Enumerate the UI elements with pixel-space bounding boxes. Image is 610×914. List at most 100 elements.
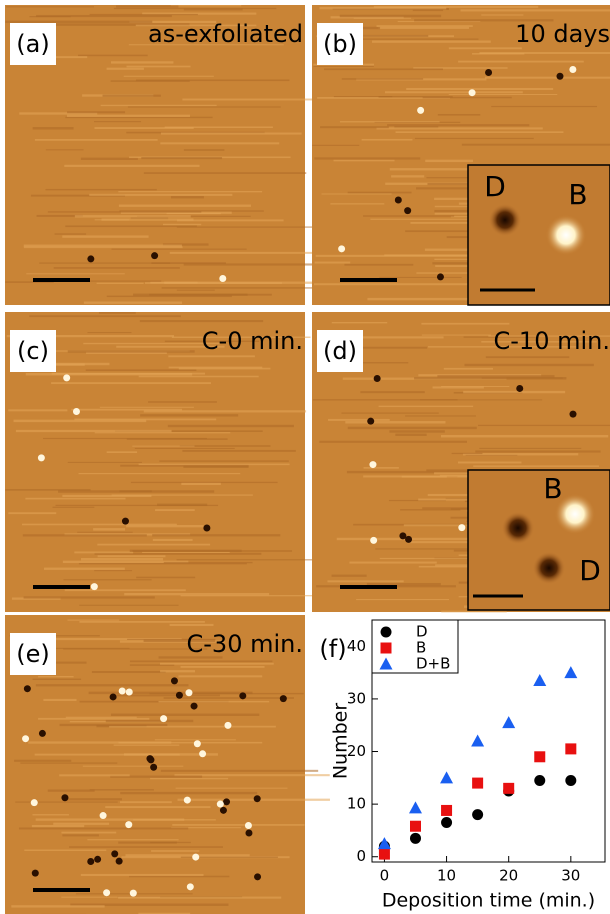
stm-streak [126, 438, 228, 440]
stm-streak [126, 65, 191, 68]
marker [534, 751, 546, 763]
stm-streak [82, 765, 184, 767]
x-tick-label: 30 [561, 867, 580, 885]
stm-streak [180, 595, 330, 597]
stm-streak [138, 912, 191, 914]
stm-streak [384, 254, 522, 256]
stm-streak [67, 350, 195, 353]
stm-streak [93, 121, 142, 123]
stm-streak [478, 424, 610, 427]
marker [472, 809, 484, 821]
stm-streak [118, 841, 177, 844]
stm-streak [356, 598, 450, 601]
marker [565, 743, 577, 755]
stm-streak [160, 142, 280, 145]
stm-streak [40, 647, 130, 649]
defect-bright [223, 798, 231, 806]
marker [503, 782, 515, 794]
stm-streak [125, 854, 250, 857]
defect-bright [279, 695, 287, 703]
marker [409, 820, 421, 832]
panel-label: (f) [319, 635, 346, 663]
stm-streak [32, 814, 69, 816]
defect-dark [109, 693, 117, 701]
stm-streak [463, 336, 536, 338]
stm-streak [115, 430, 263, 432]
stm-streak [128, 44, 284, 46]
x-tick-label: 20 [499, 867, 518, 885]
stm-streak [38, 717, 150, 720]
stm-streak [376, 25, 473, 27]
stm-streak [169, 623, 214, 627]
stm-streak [391, 175, 425, 178]
stm-streak [5, 489, 91, 491]
stm-streak [461, 143, 610, 146]
stm-streak [34, 139, 158, 141]
defect-dark [405, 535, 413, 543]
stm-streak [126, 525, 204, 528]
stm-streak [379, 557, 532, 560]
stm-streak [99, 406, 194, 408]
stm-streak [134, 447, 235, 449]
stm-streak [414, 19, 554, 22]
stm-streak [331, 322, 388, 324]
stm-streak [34, 753, 180, 756]
stm-streak [163, 697, 294, 699]
stm-streak [67, 798, 122, 801]
marker [409, 832, 421, 844]
stm-streak [79, 700, 229, 703]
defect-dark [239, 692, 247, 700]
stm-streak [395, 433, 427, 436]
defect-dark [23, 685, 31, 693]
stm-streak [62, 834, 99, 837]
stm-streak [403, 524, 475, 527]
panel-label: (d) [323, 337, 357, 365]
stm-streak [79, 621, 205, 623]
stm-streak [435, 265, 483, 268]
stm-streak [141, 157, 223, 160]
stm-streak [47, 211, 202, 213]
stm-streak [31, 825, 85, 828]
stm-streak [168, 355, 255, 358]
stm-streak [67, 619, 120, 621]
defect-bright [203, 524, 211, 532]
stm-streak [412, 9, 444, 12]
stm-streak [129, 875, 230, 878]
defect-dark [125, 688, 133, 696]
panel-caption: 10 days [515, 20, 610, 48]
marker [534, 774, 546, 786]
stm-streak [432, 386, 484, 389]
y-tick-label: 0 [356, 847, 366, 865]
stm-streak [45, 149, 84, 151]
stm-streak [395, 131, 564, 134]
panel-caption: as-exfoliated [148, 20, 303, 48]
defect-bright [404, 207, 412, 215]
defect-bright [185, 689, 193, 697]
stm-streak [15, 801, 118, 803]
stm-streak [63, 579, 152, 581]
stm-streak [36, 214, 83, 217]
stm-streak [176, 219, 284, 222]
stm-streak [413, 67, 508, 69]
stm-streak [143, 410, 307, 413]
stm-streak [176, 559, 328, 561]
stm-streak [162, 243, 209, 246]
x-tick-label: 10 [437, 867, 456, 885]
defect-dark [370, 536, 378, 544]
stm-streak [24, 849, 107, 851]
stm-streak [80, 157, 138, 161]
stm-streak [183, 465, 249, 468]
defect-dark [219, 806, 227, 814]
stm-streak [378, 96, 453, 98]
stm-streak [312, 399, 458, 401]
stm-streak [347, 426, 477, 430]
defect-dark [367, 417, 375, 425]
stm-streak [451, 452, 483, 455]
stm-streak [484, 76, 610, 79]
stm-streak [86, 351, 167, 354]
defect-bright [38, 729, 46, 737]
stm-streak [339, 121, 440, 123]
stm-streak [167, 424, 294, 428]
stm-streak [116, 345, 225, 348]
